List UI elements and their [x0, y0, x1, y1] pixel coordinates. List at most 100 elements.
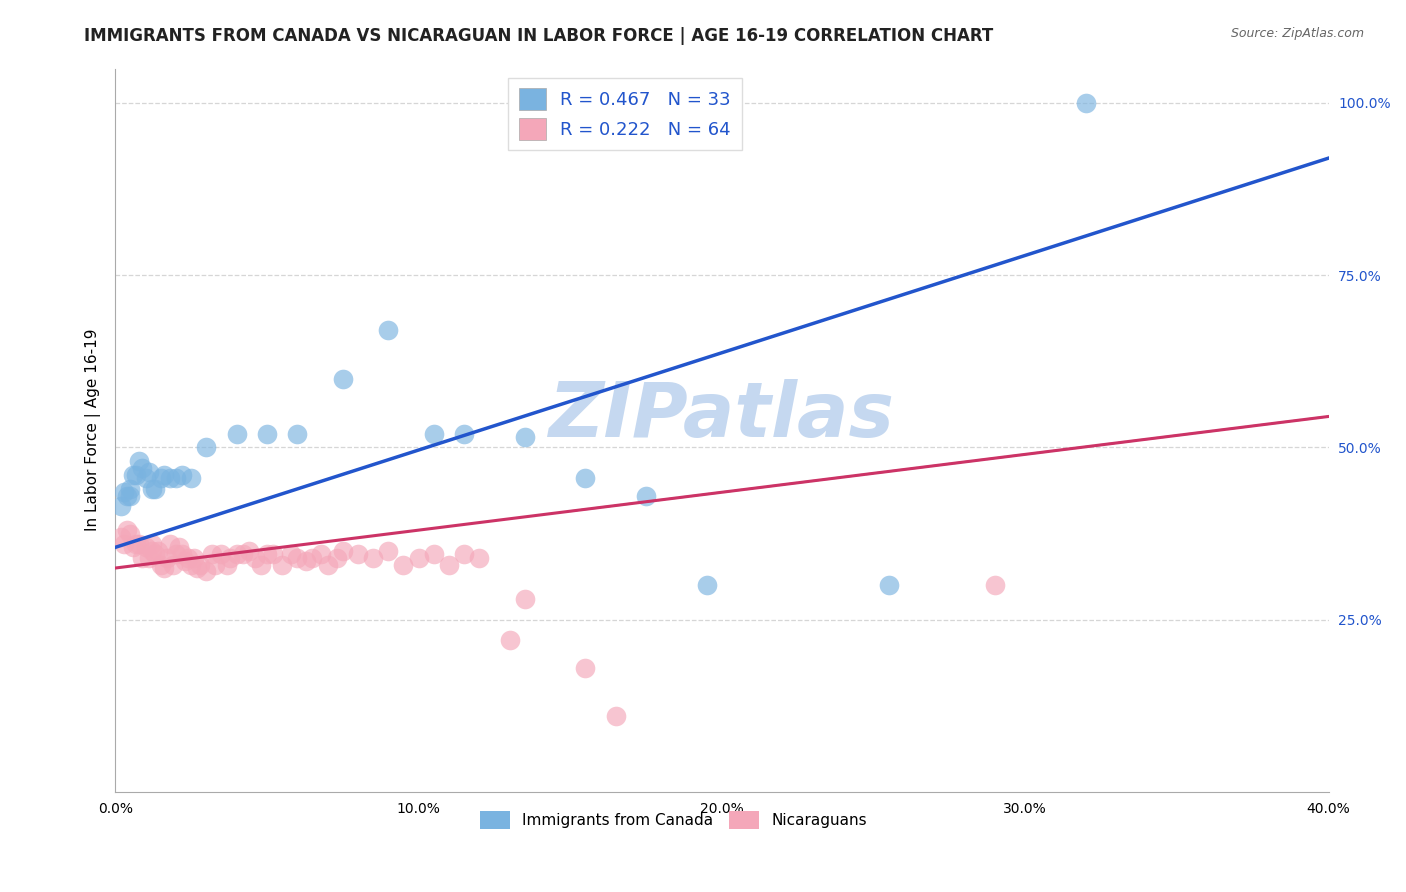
Point [174, 554, 197, 568]
Point [120, 489, 142, 503]
Point [636, 489, 658, 503]
Point [377, 544, 399, 558]
Point [152, 561, 174, 575]
Point [392, 558, 415, 572]
Point [128, 537, 150, 551]
Point [143, 547, 166, 561]
Point [201, 547, 224, 561]
Point [141, 537, 163, 551]
Point [311, 547, 333, 561]
Point [605, 709, 627, 723]
Point [498, 633, 520, 648]
Point [138, 465, 160, 479]
Text: Source: ZipAtlas.com: Source: ZipAtlas.com [1230, 27, 1364, 40]
Point [149, 558, 172, 572]
Point [180, 558, 202, 572]
Point [232, 547, 254, 561]
Point [325, 550, 347, 565]
Point [138, 550, 160, 565]
Point [877, 578, 900, 592]
Point [117, 489, 139, 503]
Point [135, 541, 157, 555]
Point [332, 544, 354, 558]
Point [285, 426, 308, 441]
Point [122, 541, 145, 555]
Point [125, 468, 148, 483]
Point [204, 558, 226, 572]
Point [1074, 95, 1097, 110]
Point [135, 471, 157, 485]
Point [225, 547, 247, 561]
Point [122, 468, 145, 483]
Y-axis label: In Labor Force | Age 16-19: In Labor Force | Age 16-19 [86, 329, 101, 532]
Point [574, 471, 596, 485]
Point [159, 471, 181, 485]
Point [696, 578, 718, 592]
Point [243, 550, 266, 565]
Point [332, 371, 354, 385]
Point [159, 537, 181, 551]
Point [195, 565, 218, 579]
Point [110, 530, 132, 544]
Point [165, 547, 187, 561]
Legend: Immigrants from Canada, Nicaraguans: Immigrants from Canada, Nicaraguans [474, 805, 873, 835]
Point [167, 541, 190, 555]
Point [249, 558, 271, 572]
Text: IMMIGRANTS FROM CANADA VS NICARAGUAN IN LABOR FORCE | AGE 16-19 CORRELATION CHAR: IMMIGRANTS FROM CANADA VS NICARAGUAN IN … [84, 27, 994, 45]
Point [125, 537, 148, 551]
Point [112, 537, 135, 551]
Point [984, 578, 1007, 592]
Point [361, 550, 384, 565]
Point [177, 550, 200, 565]
Point [120, 526, 142, 541]
Point [131, 550, 153, 565]
Point [316, 558, 339, 572]
Point [513, 430, 536, 444]
Point [262, 547, 284, 561]
Point [152, 468, 174, 483]
Point [217, 558, 239, 572]
Point [301, 550, 323, 565]
Point [117, 523, 139, 537]
Point [188, 558, 211, 572]
Point [195, 441, 218, 455]
Point [280, 547, 302, 561]
Point [256, 547, 278, 561]
Point [574, 661, 596, 675]
Text: ZIPatlas: ZIPatlas [548, 379, 896, 453]
Point [209, 547, 232, 561]
Point [422, 426, 444, 441]
Point [156, 550, 179, 565]
Point [143, 482, 166, 496]
Point [162, 558, 184, 572]
Point [120, 482, 142, 496]
Point [183, 550, 205, 565]
Point [186, 561, 208, 575]
Point [112, 485, 135, 500]
Point [128, 454, 150, 468]
Point [453, 426, 475, 441]
Point [141, 482, 163, 496]
Point [437, 558, 460, 572]
Point [146, 544, 169, 558]
Point [170, 468, 193, 483]
Point [468, 550, 491, 565]
Point [131, 461, 153, 475]
Point [422, 547, 444, 561]
Point [149, 471, 172, 485]
Point [453, 547, 475, 561]
Point [285, 550, 308, 565]
Point [165, 471, 187, 485]
Point [256, 426, 278, 441]
Point [219, 550, 242, 565]
Point [110, 499, 132, 513]
Point [141, 544, 163, 558]
Point [377, 323, 399, 337]
Point [513, 592, 536, 607]
Point [180, 471, 202, 485]
Point [347, 547, 370, 561]
Point [170, 547, 193, 561]
Point [238, 544, 260, 558]
Point [408, 550, 430, 565]
Point [271, 558, 294, 572]
